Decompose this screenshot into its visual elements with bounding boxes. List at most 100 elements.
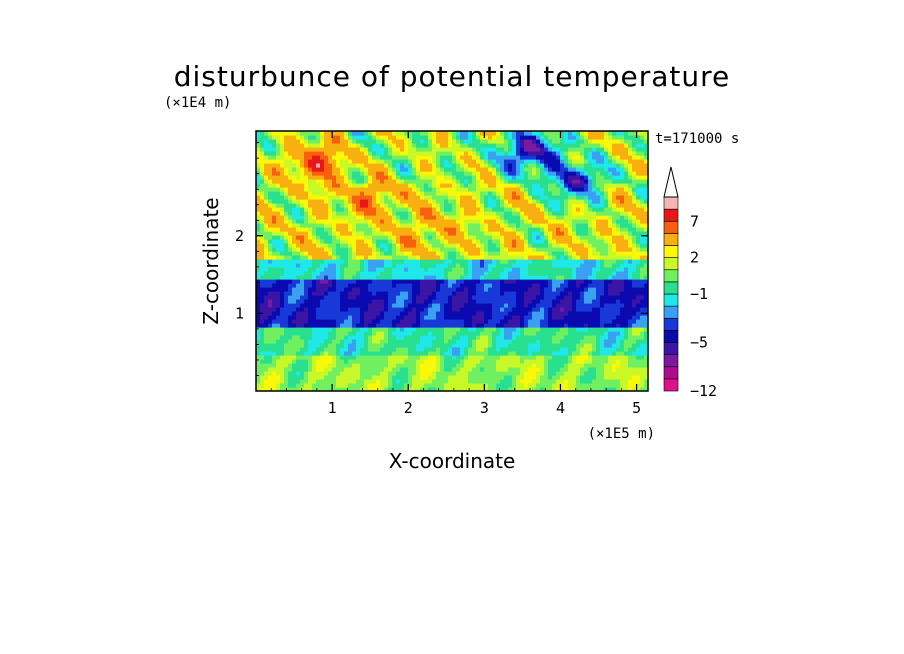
field-cell	[320, 335, 325, 340]
field-cell	[484, 367, 489, 372]
field-cell	[492, 255, 497, 260]
field-cell	[480, 207, 485, 212]
field-cell	[580, 351, 585, 356]
field-cell	[444, 275, 449, 280]
field-cell	[576, 195, 581, 200]
field-cell	[280, 215, 285, 220]
field-cell	[476, 255, 481, 260]
field-cell	[404, 387, 409, 391]
field-cell	[524, 315, 529, 320]
field-cell	[384, 271, 389, 276]
field-cell	[348, 335, 353, 340]
field-cell	[564, 263, 569, 268]
field-cell	[492, 359, 497, 364]
field-cell	[480, 255, 485, 260]
field-cell	[604, 315, 609, 320]
field-cell	[324, 283, 329, 288]
field-cell	[460, 287, 465, 292]
field-cell	[540, 299, 545, 304]
field-cell	[372, 231, 377, 236]
field-cell	[428, 195, 433, 200]
field-cell	[320, 263, 325, 268]
field-cell	[268, 351, 273, 356]
field-cell	[480, 271, 485, 276]
field-cell	[272, 207, 277, 212]
field-cell	[300, 379, 305, 384]
field-cell	[472, 211, 477, 216]
field-cell	[272, 295, 277, 300]
field-cell	[396, 231, 401, 236]
field-cell	[628, 295, 633, 300]
field-cell	[644, 351, 648, 356]
field-cell	[548, 227, 553, 232]
field-cell	[376, 387, 381, 391]
field-cell	[384, 303, 389, 308]
field-cell	[452, 239, 457, 244]
field-cell	[372, 383, 377, 388]
field-cell	[644, 355, 648, 360]
field-cell	[328, 215, 333, 220]
field-cell	[508, 195, 513, 200]
field-cell	[516, 251, 521, 256]
field-cell	[584, 375, 589, 380]
field-cell	[348, 255, 353, 260]
field-cell	[372, 335, 377, 340]
field-cell	[376, 279, 381, 284]
field-cell	[380, 215, 385, 220]
field-cell	[616, 355, 621, 360]
field-cell	[468, 247, 473, 252]
field-cell	[300, 295, 305, 300]
field-cell	[572, 323, 577, 328]
field-cell	[444, 247, 449, 252]
field-cell	[476, 283, 481, 288]
field-cell	[344, 223, 349, 228]
field-cell	[428, 375, 433, 380]
field-cell	[576, 367, 581, 372]
field-cell	[300, 339, 305, 344]
field-cell	[388, 327, 393, 332]
field-cell	[420, 283, 425, 288]
field-cell	[552, 195, 557, 200]
field-cell	[284, 191, 289, 196]
field-cell	[628, 275, 633, 280]
field-cell	[576, 191, 581, 196]
field-cell	[272, 299, 277, 304]
field-cell	[292, 359, 297, 364]
field-cell	[272, 211, 277, 216]
field-cell	[356, 327, 361, 332]
field-cell	[588, 191, 593, 196]
field-cell	[268, 343, 273, 348]
field-cell	[584, 191, 589, 196]
field-cell	[488, 219, 493, 224]
field-cell	[484, 267, 489, 272]
field-cell	[636, 343, 641, 348]
field-cell	[580, 307, 585, 312]
field-cell	[416, 259, 421, 264]
field-cell	[368, 355, 373, 360]
field-cell	[592, 247, 597, 252]
field-cell	[608, 195, 613, 200]
field-cell	[612, 235, 617, 240]
field-cell	[596, 263, 601, 268]
field-cell	[580, 187, 585, 192]
field-cell	[560, 355, 565, 360]
field-cell	[540, 355, 545, 360]
field-cell	[544, 279, 549, 284]
field-cell	[504, 251, 509, 256]
field-cell	[472, 199, 477, 204]
field-cell	[636, 291, 641, 296]
field-cell	[292, 307, 297, 312]
field-cell	[304, 279, 309, 284]
field-cell	[300, 331, 305, 336]
field-cell	[432, 199, 437, 204]
field-cell	[392, 215, 397, 220]
field-cell	[400, 323, 405, 328]
field-cell	[296, 375, 301, 380]
field-cell	[604, 359, 609, 364]
field-cell	[284, 215, 289, 220]
field-cell	[280, 223, 285, 228]
field-cell	[360, 355, 365, 360]
field-cell	[336, 247, 341, 252]
field-cell	[552, 351, 557, 356]
field-cell	[404, 295, 409, 300]
